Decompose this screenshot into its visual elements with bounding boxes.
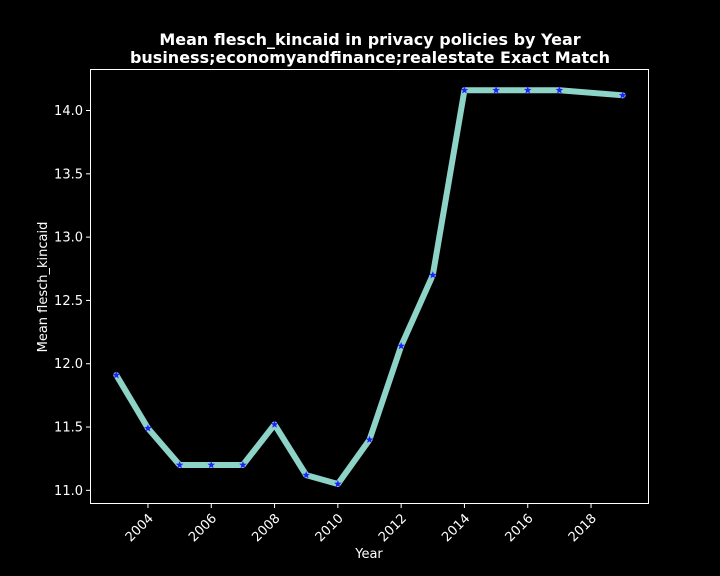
x-tick-label: 2004 — [123, 511, 157, 545]
data-point-marker — [397, 342, 405, 350]
data-point-marker — [112, 371, 121, 379]
data-point-marker — [239, 461, 247, 469]
y-tick-label: 13.0 — [54, 231, 83, 246]
data-point-marker — [144, 424, 152, 432]
chart-title-line2: business;economyandfinance;realestate Ex… — [130, 48, 610, 67]
x-axis-label: Year — [354, 547, 383, 562]
data-point-marker — [555, 86, 564, 94]
plot-series — [113, 87, 626, 488]
data-point-marker — [175, 461, 184, 469]
x-tick-label: 2006 — [186, 511, 220, 545]
data-point-marker — [270, 420, 279, 428]
data-point-marker — [365, 435, 374, 443]
x-tick-label: 2016 — [503, 511, 537, 545]
data-point-marker — [618, 91, 627, 99]
data-point-marker — [334, 480, 342, 488]
y-tick-label: 12.0 — [54, 357, 83, 372]
x-tick-label: 2010 — [313, 511, 347, 545]
y-axis-label: Mean flesch_kincaid — [36, 222, 51, 353]
data-point-marker — [428, 271, 437, 279]
x-tick-label: 2014 — [439, 511, 473, 545]
x-tick-label: 2018 — [566, 511, 600, 545]
series-line — [113, 87, 626, 488]
data-point-marker — [523, 86, 532, 94]
y-tick-label: 12.5 — [54, 294, 83, 309]
chart-title-line1: Mean flesch_kincaid in privacy policies … — [159, 30, 580, 49]
y-tick-label: 11.0 — [54, 484, 83, 499]
y-tick-label: 13.5 — [54, 167, 83, 182]
plot-frame — [90, 69, 649, 504]
x-tick-label: 2008 — [249, 511, 283, 545]
y-axis: 11.0 11.5 12.0 12.5 13.0 13.5 14.0 — [54, 104, 91, 499]
y-tick-label: 14.0 — [54, 104, 83, 119]
data-point-marker — [492, 86, 500, 94]
data-point-marker — [460, 86, 469, 94]
data-point-marker — [207, 461, 216, 469]
x-tick-label: 2012 — [376, 511, 410, 545]
y-tick-label: 11.5 — [54, 421, 83, 436]
x-axis: 2004 2006 2008 2010 2012 2014 2016 2018 — [123, 503, 600, 545]
plot-markers — [112, 86, 627, 488]
data-point-marker — [302, 471, 311, 479]
